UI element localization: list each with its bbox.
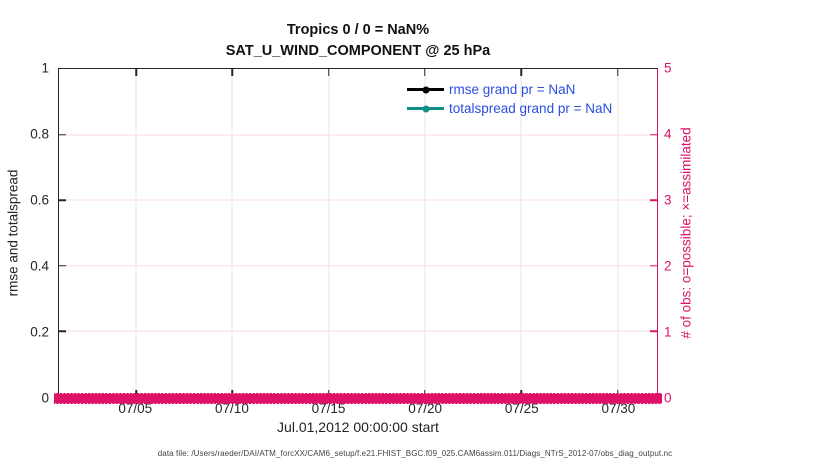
vertical-gridline [135,69,137,397]
left-tick-label: 0.6 [30,192,49,208]
vertical-gridline [520,69,522,397]
left-axis-title-area: rmse and totalspread [0,68,26,398]
left-axis-tick-labels: 0 0.2 0.4 0.6 0.8 1 [0,61,52,406]
y-tick-right [650,199,657,201]
left-tick-label: 0.8 [30,126,49,142]
y-tick-left [59,199,66,201]
y-tick-right [650,330,657,333]
left-axis-title: rmse and totalspread [5,169,21,297]
vertical-gridline [424,69,426,397]
right-tick-label: 4 [664,126,672,142]
legend-item-totalspread: totalspread grand pr = NaN [407,99,612,118]
y-tick-left [59,265,66,267]
left-tick-label: 0 [41,390,49,406]
x-tick-label: 07/15 [311,401,346,416]
y-tick-right [650,133,657,136]
x-tick [327,69,330,76]
x-tick [616,69,619,76]
horizontal-gridline [59,134,657,136]
obs-marker-band [54,392,662,404]
legend-line-sample [407,86,444,93]
x-tick [424,69,426,76]
right-axis-tick-labels: 0 1 2 3 4 5 [662,61,702,406]
legend-line-sample [407,105,444,112]
chart-title-line2: SAT_U_WIND_COMPONENT @ 25 hPa [225,43,491,59]
legend: rmse grand pr = NaN totalspread grand pr… [407,80,612,118]
legend-item-rmse: rmse grand pr = NaN [407,80,612,99]
horizontal-gridline [59,265,657,267]
x-tick-label: 07/25 [504,401,539,416]
legend-label: totalspread grand pr = NaN [449,101,613,116]
right-tick-label: 2 [664,258,672,274]
plot-area [54,68,662,404]
left-tick-label: 0.2 [30,324,49,340]
x-tick [520,69,522,76]
x-tick-label: 07/10 [215,401,249,416]
left-tick-label: 1 [41,60,49,76]
filled-circle-marker-icon [422,105,429,112]
x-tick-label: 07/05 [118,401,153,416]
horizontal-gridline [59,199,657,201]
x-tick-label: 07/30 [601,401,636,416]
chart-title: Tropics 0 / 0 = NaN% SAT_U_WIND_COMPONEN… [58,20,658,62]
chart-title-line1: Tropics 0 / 0 = NaN% [286,22,430,38]
legend-label: rmse grand pr = NaN [449,82,576,97]
right-tick-label: 5 [664,60,672,76]
data-file-caption: data file: /Users/raeder/DAI/ATM_forcXX/… [157,449,673,458]
filled-circle-marker-icon [422,86,429,93]
right-axis-title-area: # of obs: o=possible; ×=assimilated [672,68,700,398]
x-tick [231,69,234,76]
vertical-gridline [328,69,330,397]
right-tick-label: 0 [664,390,672,406]
right-tick-label: 1 [664,324,672,340]
x-tick-label: 07/20 [408,401,443,416]
y-tick-right [650,265,657,267]
right-axis-title: # of obs: o=possible; ×=assimilated [678,127,694,339]
x-axis-title: Jul.01,2012 00:00:00 start [277,419,439,435]
y-tick-left [59,330,66,333]
x-axis-tick-labels: 07/05 07/10 07/15 07/20 07/25 07/30 [58,401,658,419]
y-tick-left [59,133,66,136]
left-tick-label: 0.4 [30,258,49,274]
vertical-gridline [617,69,619,397]
vertical-gridline [231,69,233,397]
x-tick [135,69,137,76]
right-tick-label: 3 [664,192,672,208]
horizontal-gridline [59,330,657,332]
